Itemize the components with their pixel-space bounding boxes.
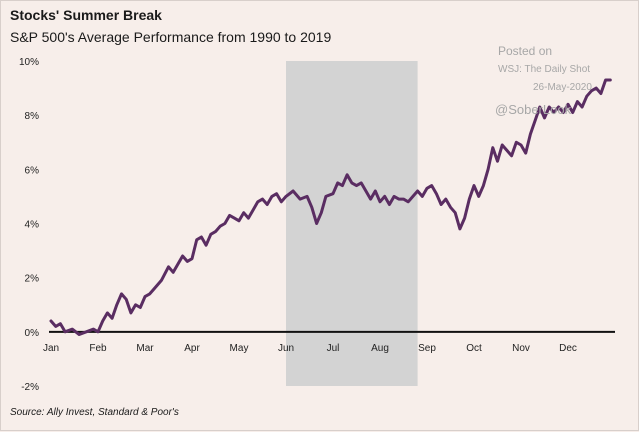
y-tick-label: 0% xyxy=(25,328,40,339)
y-tick-label: -2% xyxy=(21,382,39,393)
x-tick-label: Nov xyxy=(512,343,530,354)
x-tick-label: Jan xyxy=(43,343,59,354)
series-line-0 xyxy=(49,78,612,336)
x-tick-label: Apr xyxy=(184,343,200,354)
summer-shaded-region xyxy=(286,61,418,386)
source-note: Source: Ally Invest, Standard & Poor's xyxy=(10,407,179,418)
watermark-source: WSJ: The Daily Shot xyxy=(498,64,591,75)
chart-title: Stocks' Summer Break xyxy=(10,7,162,23)
watermark-handle: @SoberLook xyxy=(495,102,572,117)
x-tick-label: Oct xyxy=(466,343,482,354)
watermark-date: 26-May-2020 xyxy=(533,82,592,93)
x-tick-label: Feb xyxy=(89,343,107,354)
x-tick-label: May xyxy=(230,343,249,354)
watermark-posted: Posted on xyxy=(498,44,553,58)
y-tick-label: 8% xyxy=(25,111,40,122)
y-tick-label: 6% xyxy=(25,165,40,176)
x-tick-label: Jul xyxy=(327,343,340,354)
chart-subtitle: S&P 500's Average Performance from 1990 … xyxy=(10,29,332,45)
x-tick-label: Aug xyxy=(371,343,389,354)
x-tick-label: Sep xyxy=(418,343,436,354)
y-tick-label: 2% xyxy=(25,274,40,285)
y-tick-label: 10% xyxy=(19,57,39,68)
x-tick-label: Mar xyxy=(136,343,154,354)
y-tick-label: 4% xyxy=(25,220,40,231)
x-tick-label: Dec xyxy=(559,343,577,354)
x-tick-label: Jun xyxy=(278,343,294,354)
